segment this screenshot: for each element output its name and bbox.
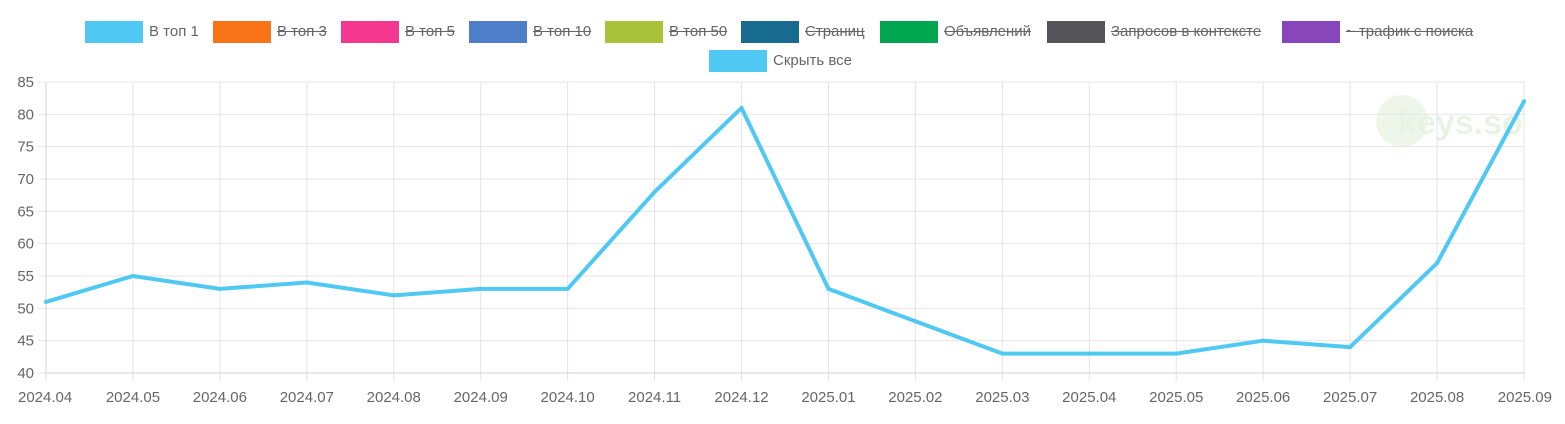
data-point <box>739 105 744 110</box>
data-point <box>391 293 396 298</box>
x-tick-label: 2025.08 <box>1410 389 1464 406</box>
y-tick-label: 80 <box>17 106 34 123</box>
watermark-text: keys.so <box>1398 104 1523 142</box>
x-tick-label: 2025.03 <box>975 389 1029 406</box>
x-tick-label: 2025.02 <box>888 389 942 406</box>
legend-swatch <box>85 21 143 43</box>
legend-swatch <box>213 21 271 43</box>
data-point <box>652 189 657 194</box>
legend-swatch <box>880 21 938 43</box>
legend-label: В топ 10 <box>533 23 592 40</box>
x-tick-label: 2025.09 <box>1498 389 1552 406</box>
legend-label: В топ 5 <box>405 23 455 40</box>
x-tick-label: 2025.07 <box>1323 389 1377 406</box>
y-tick-label: 50 <box>17 300 34 317</box>
data-point <box>304 280 309 285</box>
legend-label: Запросов в контексте <box>1111 23 1262 40</box>
x-tick-label: 2024.07 <box>280 389 334 406</box>
data-point <box>478 286 483 291</box>
y-tick-label: 70 <box>17 171 34 188</box>
x-tick-label: 2025.05 <box>1149 389 1203 406</box>
legend-swatch <box>605 21 663 43</box>
legend-swatch <box>341 21 399 43</box>
chart-legend: В топ 1 В топ 3 В топ 5 В топ 10 В топ 50 Стр… <box>0 0 1565 80</box>
data-point <box>1087 351 1092 356</box>
data-point <box>826 286 831 291</box>
legend-swatch <box>469 21 527 43</box>
legend-swatch <box>709 50 767 72</box>
x-tick-label: 2024.11 <box>628 389 681 406</box>
data-point <box>565 286 570 291</box>
x-tick-label: 2024.06 <box>193 389 247 406</box>
legend-swatch <box>741 21 799 43</box>
data-point <box>1174 351 1179 356</box>
watermark-circle <box>1376 95 1428 147</box>
y-tick-label: 40 <box>17 365 34 382</box>
legend-label: Объявлений <box>944 23 1032 40</box>
data-point <box>1435 261 1440 266</box>
watermark-logo: keys.so <box>1376 95 1523 147</box>
data-point <box>130 274 135 278</box>
legend-label: В топ 3 <box>277 23 327 40</box>
y-tick-label: 55 <box>17 268 34 285</box>
x-tick-label: 2024.05 <box>106 389 160 406</box>
x-tick-label: 2024.09 <box>454 389 508 406</box>
legend-label: В топ 1 <box>149 23 199 40</box>
legend-label: ~ трафик с поиска <box>1346 23 1474 40</box>
data-point <box>913 319 918 324</box>
y-tick-label: 45 <box>17 333 34 350</box>
legend-label: Страниц <box>805 23 865 40</box>
x-tick-label: 2024.04 <box>18 389 72 406</box>
data-point <box>1522 99 1526 104</box>
data-point <box>1000 351 1005 356</box>
y-tick-label: 75 <box>17 139 34 156</box>
x-tick-label: 2025.01 <box>801 389 855 406</box>
x-tick-label: 2025.04 <box>1062 389 1116 406</box>
legend-swatch <box>1047 21 1105 43</box>
y-tick-label: 60 <box>17 236 34 253</box>
series-line <box>44 99 1526 356</box>
legend-swatch <box>1282 21 1340 43</box>
data-point <box>217 286 222 291</box>
legend-label: Скрыть все <box>773 52 853 69</box>
data-point <box>1261 338 1266 343</box>
x-tick-label: 2024.08 <box>367 389 421 406</box>
data-point <box>44 299 48 304</box>
x-tick-label: 2024.10 <box>541 389 595 406</box>
data-point <box>1348 345 1353 350</box>
x-tick-label: 2024.12 <box>714 389 768 406</box>
y-tick-label: 65 <box>17 203 34 220</box>
y-tick-label: 85 <box>17 74 34 91</box>
x-tick-label: 2025.06 <box>1236 389 1290 406</box>
legend-label: В топ 50 <box>669 23 728 40</box>
